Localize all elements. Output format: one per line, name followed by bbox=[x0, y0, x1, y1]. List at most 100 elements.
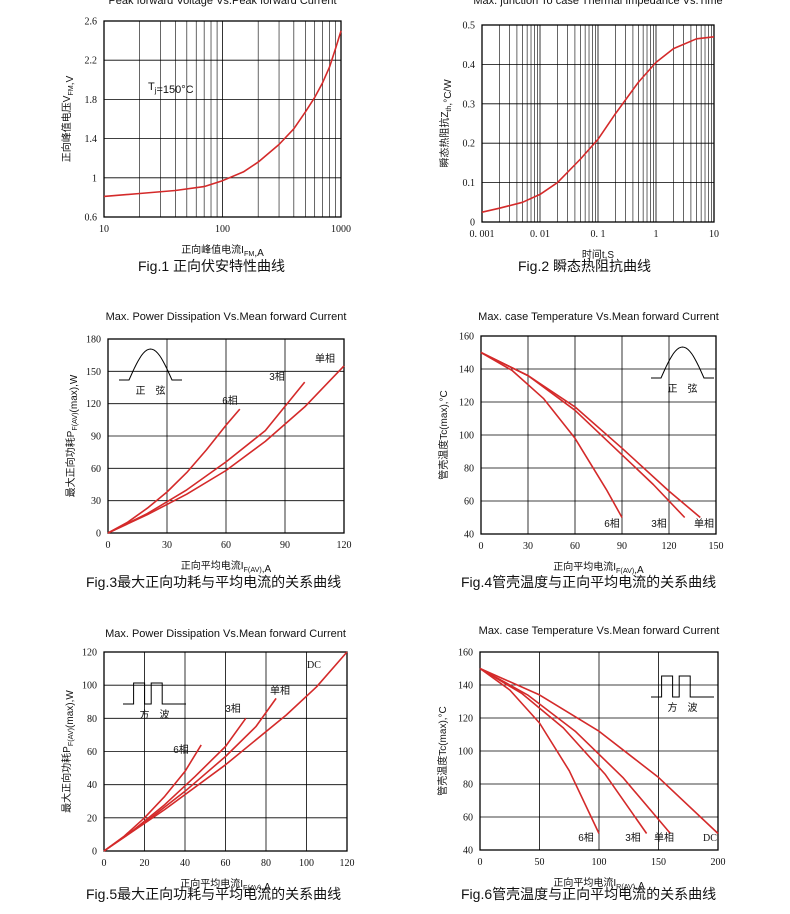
plot-frame bbox=[479, 651, 719, 851]
x-tick-label: 120 bbox=[340, 858, 355, 869]
series-curve-DC bbox=[103, 651, 348, 852]
x-tick-label: 100 bbox=[299, 858, 314, 869]
inset-label: 正 弦 bbox=[136, 384, 166, 397]
fig6-chart: Max. case Temperature Vs.Mean forward Cu… bbox=[436, 625, 726, 892]
series-curve-DC bbox=[479, 667, 719, 835]
y-tick-label: 0.1 bbox=[463, 178, 476, 189]
series-curve-单相 bbox=[479, 667, 672, 835]
x-tick-label: 80 bbox=[261, 858, 271, 869]
y-tick-label: 60 bbox=[91, 464, 101, 475]
fig1-chart: Peak forward Voltage Vs.Peak forward Cur… bbox=[60, 0, 351, 259]
figure-caption: Fig.3最大正向功耗与平均电流的关系曲线 bbox=[86, 574, 342, 590]
annotation-text: Tj=150°C bbox=[148, 81, 194, 96]
y-tick-label: 100 bbox=[458, 747, 473, 758]
y-tick-label: 80 bbox=[87, 714, 97, 725]
fig4-chart: Max. case Temperature Vs.Mean forward Cu… bbox=[437, 311, 724, 576]
plot-frame bbox=[103, 651, 348, 852]
x-axis-label: 时间t,S bbox=[582, 248, 615, 261]
y-tick-label: 60 bbox=[463, 813, 473, 824]
y-axis-label: 管壳温度Tc(max),°C bbox=[436, 706, 449, 796]
series-label: 单相 bbox=[270, 684, 290, 697]
series-curve-单相 bbox=[480, 351, 701, 519]
chart-title: Max. Power Dissipation Vs.Mean forward C… bbox=[105, 628, 346, 640]
inset-label: 方 波 bbox=[140, 708, 170, 721]
series-curve-6相 bbox=[103, 744, 202, 852]
series-label: 3相 bbox=[269, 370, 285, 383]
x-tick-label: 30 bbox=[162, 540, 172, 551]
y-tick-label: 60 bbox=[464, 497, 474, 508]
chart-title: Peak forward Voltage Vs.Peak forward Cur… bbox=[108, 0, 336, 7]
y-tick-label: 120 bbox=[458, 714, 473, 725]
y-tick-label: 0.3 bbox=[463, 99, 476, 110]
series-curve-VFM bbox=[103, 30, 342, 198]
y-tick-label: 0 bbox=[92, 847, 97, 858]
y-tick-label: 1.4 bbox=[85, 134, 98, 145]
x-tick-label: 200 bbox=[711, 857, 726, 868]
figure-caption: Fig.4管壳温度与正向平均电流的关系曲线 bbox=[461, 574, 717, 590]
x-axis-label: 正向平均电流IR(AV),A bbox=[553, 876, 645, 892]
plot-frame bbox=[107, 338, 345, 534]
x-tick-label: 90 bbox=[617, 541, 627, 552]
x-tick-label: 60 bbox=[221, 858, 231, 869]
x-tick-label: 50 bbox=[535, 857, 545, 868]
figure-caption: Fig.2 瞬态热阻抗曲线 bbox=[518, 258, 652, 274]
y-tick-label: 0 bbox=[96, 529, 101, 540]
figure-caption: Fig.6管壳温度与正向平均电流的关系曲线 bbox=[461, 886, 717, 902]
x-tick-label: 0. 01 bbox=[530, 229, 550, 240]
x-tick-label: 0. 1 bbox=[591, 229, 606, 240]
series-label: DC bbox=[307, 660, 321, 671]
series-label: 单相 bbox=[694, 517, 714, 530]
chart-title: Max. case Temperature Vs.Mean forward Cu… bbox=[479, 625, 720, 637]
x-tick-label: 0 bbox=[106, 540, 111, 551]
y-tick-label: 140 bbox=[458, 681, 473, 692]
series-curve-6相 bbox=[479, 667, 600, 834]
x-axis-label: 正向峰值电流IFM,A bbox=[181, 243, 264, 259]
y-tick-label: 40 bbox=[463, 846, 473, 857]
inset-square: 方 波 bbox=[123, 682, 186, 721]
series-curve-3相 bbox=[107, 381, 306, 534]
x-tick-label: 150 bbox=[651, 857, 666, 868]
fig5-chart: Max. Power Dissipation Vs.Mean forward C… bbox=[60, 628, 355, 893]
x-tick-label: 0 bbox=[479, 541, 484, 552]
inset-label: 正 弦 bbox=[668, 382, 698, 395]
y-tick-label: 90 bbox=[91, 432, 101, 443]
y-tick-label: 0.5 bbox=[463, 21, 476, 32]
y-tick-label: 60 bbox=[87, 747, 97, 758]
y-axis-label: 最大正向功耗PF(AV)(max),W bbox=[64, 374, 80, 497]
figure-caption: Fig.1 正向伏安特性曲线 bbox=[138, 258, 286, 274]
x-tick-label: 10 bbox=[99, 224, 109, 235]
x-tick-label: 100 bbox=[592, 857, 607, 868]
series-label: 单相 bbox=[654, 831, 674, 844]
series-label: DC bbox=[703, 833, 717, 844]
y-tick-label: 40 bbox=[464, 530, 474, 541]
y-tick-label: 2.2 bbox=[85, 56, 98, 67]
y-tick-label: 80 bbox=[463, 780, 473, 791]
y-tick-label: 120 bbox=[82, 648, 97, 659]
y-tick-label: 1 bbox=[92, 173, 97, 184]
series-label: 单相 bbox=[315, 352, 335, 365]
y-axis-label: 最大正向功耗PF(AV)(max),W bbox=[60, 690, 76, 813]
y-tick-label: 120 bbox=[86, 399, 101, 410]
x-tick-label: 100 bbox=[215, 224, 230, 235]
y-tick-label: 100 bbox=[459, 431, 474, 442]
y-tick-label: 20 bbox=[87, 813, 97, 824]
y-tick-label: 160 bbox=[459, 332, 474, 343]
y-tick-label: 120 bbox=[459, 398, 474, 409]
y-tick-label: 30 bbox=[91, 496, 101, 507]
plot-frame bbox=[480, 335, 717, 535]
y-tick-label: 0.6 bbox=[85, 213, 98, 224]
plot-frame bbox=[481, 24, 715, 223]
series-label: 6相 bbox=[604, 517, 620, 530]
series-curve-6相 bbox=[107, 408, 241, 534]
x-tick-label: 0 bbox=[478, 857, 483, 868]
chart-title: Max. case Temperature Vs.Mean forward Cu… bbox=[478, 311, 719, 323]
inset-label: 方 波 bbox=[668, 701, 698, 714]
y-tick-label: 1.8 bbox=[85, 95, 98, 106]
square-wave-icon bbox=[651, 675, 714, 698]
y-tick-label: 100 bbox=[82, 681, 97, 692]
y-axis-label: 瞬态热阻抗Zth,°C/W bbox=[438, 79, 454, 168]
x-tick-label: 60 bbox=[221, 540, 231, 551]
fig2-chart: Max. junction To case Thermal Impedance … bbox=[438, 0, 723, 261]
x-axis-label: 正向平均电流IF(AV),A bbox=[181, 559, 272, 575]
